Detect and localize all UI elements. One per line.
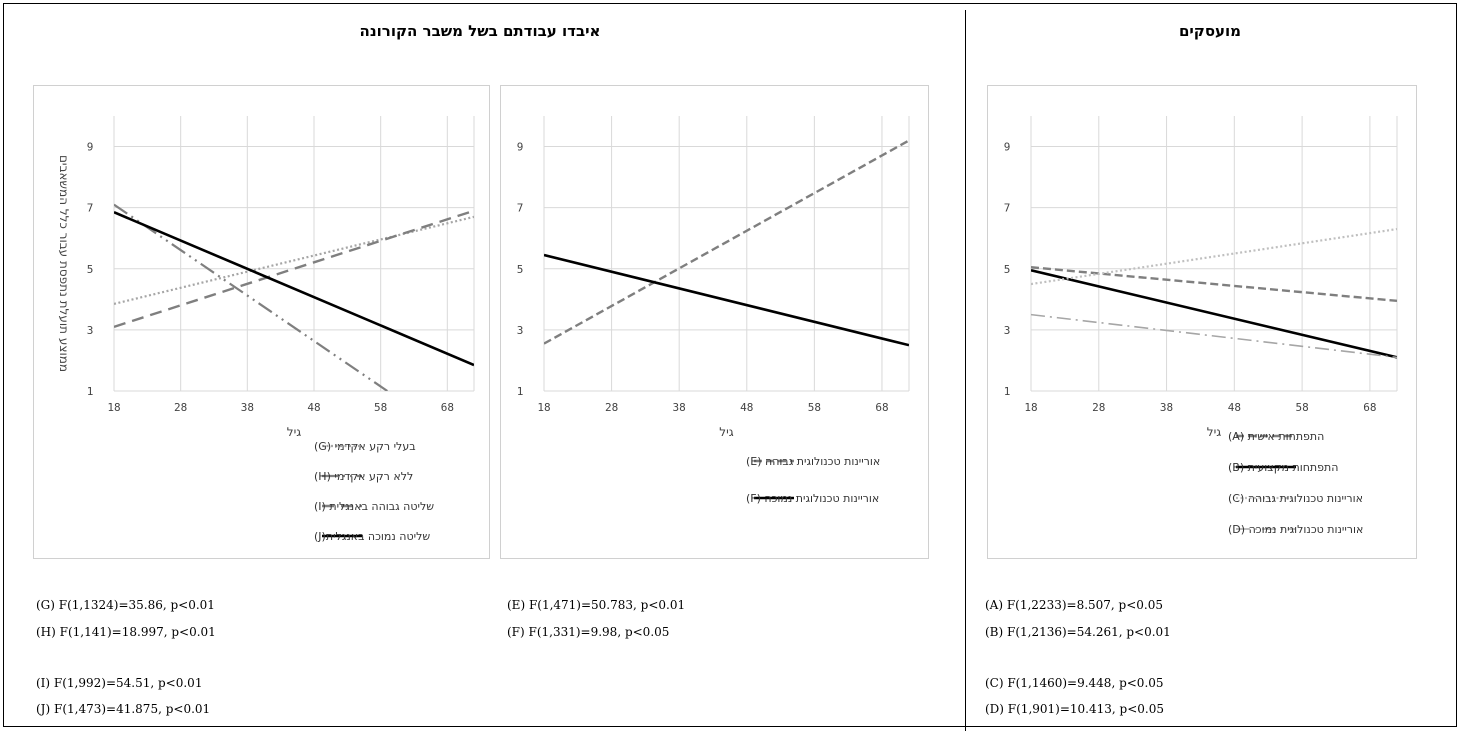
y-tick-label: 9 [87,141,94,154]
series-line-0 [1031,266,1397,303]
stat-line-b: (B) F(1,2136)=54.261, p<0.01 [985,625,1171,639]
y-tick-label: 9 [517,141,524,154]
y-tick-label: 7 [87,202,94,215]
chart-right: 18 28 38 48 58 68 1 3 5 7 9 גיל התפתחות אישית (A) התפ… [987,85,1417,559]
y-tick-label: 3 [1004,324,1011,337]
legend-label: אוריינות טכנולוגית נמוכה (D) [1228,523,1363,536]
x-axis-title: גיל [1207,425,1222,439]
legend-label: בעלי רקע אקדמי (G) [314,440,416,453]
stat-line-h: (H) F(1,141)=18.997, p<0.01 [36,625,216,639]
title-employed: מועסקים [1178,22,1242,40]
x-tick-label: 58 [808,401,821,414]
x-tick-label: 48 [1228,401,1241,414]
chart-right-svg: 18 28 38 48 58 68 1 3 5 7 9 גיל התפתחות אישית (A) התפ… [1004,116,1398,536]
x-axis-title: גיל [719,425,734,439]
y-tick-label: 1 [1004,385,1011,398]
y-tick-label: 7 [1004,202,1011,215]
x-tick-label: 18 [1024,401,1037,414]
stat-line-c: (C) F(1,1460)=9.448, p<0.05 [985,676,1164,690]
x-tick-label: 48 [740,401,753,414]
series-line-0 [114,215,474,305]
stat-line-f: (F) F(1,331)=9.98, p<0.05 [507,625,670,639]
stat-line-d: (D) F(1,901)=10.413, p<0.05 [985,702,1164,716]
x-tick-label: 68 [1363,401,1376,414]
x-axis-title: גיל [287,425,302,439]
stat-line-j: (J) F(1,473)=41.875, p<0.01 [36,702,211,716]
stat-line-g: (G) F(1,1324)=35.86, p<0.01 [36,598,215,612]
figure-frame [3,3,1457,727]
y-tick-label: 5 [87,263,94,276]
legend-label: שליטה גבוהה באנגלית (I) [314,500,434,513]
x-tick-label: 68 [875,401,888,414]
legend-label: שליטה נמוכה באנגלית(J) [314,530,430,543]
legend-label: אוריינות טכנולוגית גבוהה (E) [746,455,880,468]
series-line-1 [114,203,388,391]
series-line-2 [114,209,474,328]
y-tick-label: 3 [517,324,524,337]
stat-line-a: (A) F(1,2233)=8.507, p<0.05 [985,598,1164,612]
legend-label: התפתחות מקצועית (B) [1228,461,1338,474]
chart-middle-svg: 18 28 38 48 58 68 1 3 5 7 9 גיל אוריינות טכנולוגית ג… [517,116,910,505]
legend-label: ללא רקע אקדמי (H) [314,470,413,483]
x-tick-label: 38 [1160,401,1173,414]
stat-line-i: (I) F(1,992)=54.51, p<0.01 [36,676,203,690]
y-tick-label: 1 [517,385,524,398]
series-line-3 [1031,313,1397,359]
x-tick-label: 58 [1295,401,1308,414]
y-tick-label: 3 [87,324,94,337]
y-tick-label: 5 [1004,263,1011,276]
x-tick-label: 18 [537,401,550,414]
series-line-1 [1031,269,1397,359]
series-line-3 [114,211,474,367]
chart-left-svg: 18 28 38 48 58 68 1 3 5 7 9 גיל ממוצע תועלת נתפסת עב… [57,116,475,543]
legend-label: אוריינות טכנולוגית נמוכה (F) [746,492,879,505]
y-tick-label: 9 [1004,141,1011,154]
legend-label: התפתחות אישית (A) [1228,430,1324,443]
y-tick-label: 1 [87,385,94,398]
x-tick-label: 58 [374,401,387,414]
title-lost-jobs: איבדו עבודתם בשל משבר הקורונה [359,22,601,40]
y-tick-label: 7 [517,202,524,215]
x-tick-label: 28 [1092,401,1105,414]
x-tick-label: 28 [605,401,618,414]
series-line-2 [1031,227,1397,286]
legend-label: אוריינות טכנולוגית גבוהה (C) [1228,492,1363,505]
chart-left: 18 28 38 48 58 68 1 3 5 7 9 גיל ממוצע תועלת נתפסת עב… [33,85,490,559]
x-tick-label: 48 [307,401,320,414]
x-tick-label: 18 [107,401,120,414]
x-tick-label: 68 [441,401,454,414]
y-tick-label: 5 [517,263,524,276]
chart-middle: 18 28 38 48 58 68 1 3 5 7 9 גיל אוריינות טכנולוגית ג… [500,85,929,559]
x-tick-label: 38 [673,401,686,414]
x-tick-label: 28 [174,401,187,414]
series-line-0 [544,139,909,345]
y-axis-title: ממוצע תועלת נתפסת עבור כלל המשאבים [57,155,71,372]
stat-line-e: (E) F(1,471)=50.783, p<0.01 [507,598,686,612]
series-line-1 [544,253,909,347]
x-tick-label: 38 [241,401,254,414]
section-divider [965,10,966,731]
